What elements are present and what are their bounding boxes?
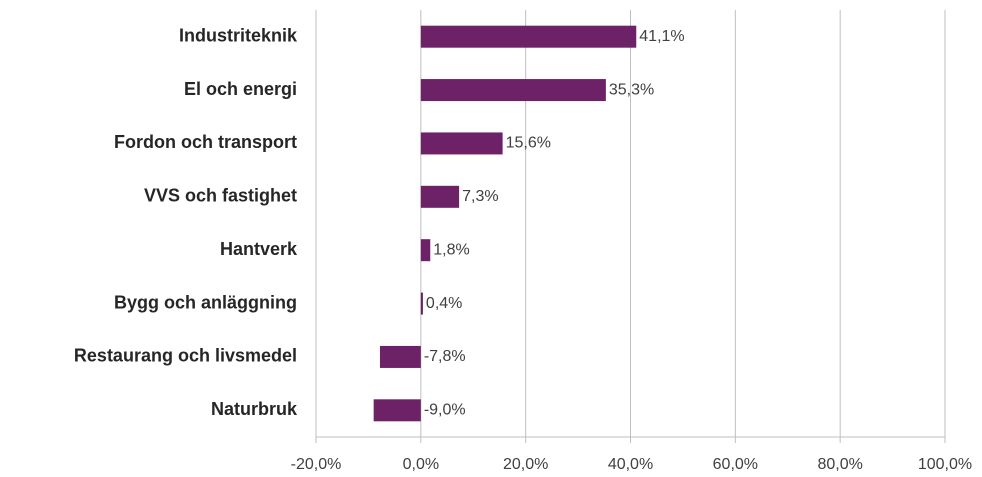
x-tick-label: 0,0%: [403, 456, 439, 473]
x-tick-label: 80,0%: [817, 456, 862, 473]
bar: [420, 185, 460, 208]
value-label: -9,0%: [424, 402, 466, 419]
bar: [420, 239, 431, 262]
x-tick-label: 40,0%: [608, 456, 653, 473]
x-tick-label: 60,0%: [713, 456, 758, 473]
bar: [379, 345, 421, 368]
category-label: El och energi: [184, 79, 297, 99]
category-label: Fordon och transport: [114, 132, 297, 152]
bar: [420, 292, 423, 315]
value-label: 7,3%: [462, 188, 498, 205]
category-label: Bygg och anläggning: [114, 292, 297, 312]
bar: [373, 399, 421, 422]
bar: [420, 132, 503, 155]
value-label: 15,6%: [506, 135, 551, 152]
category-label: Restaurang och livsmedel: [74, 346, 297, 366]
bar: [420, 25, 637, 48]
bar: [420, 79, 606, 102]
value-label: -7,8%: [424, 348, 466, 365]
x-tick-label: 100,0%: [918, 456, 972, 473]
category-label: Naturbruk: [211, 399, 298, 419]
category-label: Industriteknik: [179, 25, 298, 45]
x-tick-label: -20,0%: [291, 456, 342, 473]
value-label: 35,3%: [609, 81, 654, 98]
x-tick-label: 20,0%: [503, 456, 548, 473]
category-label: VVS och fastighet: [144, 186, 297, 206]
value-label: 41,1%: [639, 28, 684, 45]
category-label: Hantverk: [220, 239, 298, 259]
value-label: 0,4%: [426, 295, 462, 312]
value-label: 1,8%: [433, 241, 469, 258]
